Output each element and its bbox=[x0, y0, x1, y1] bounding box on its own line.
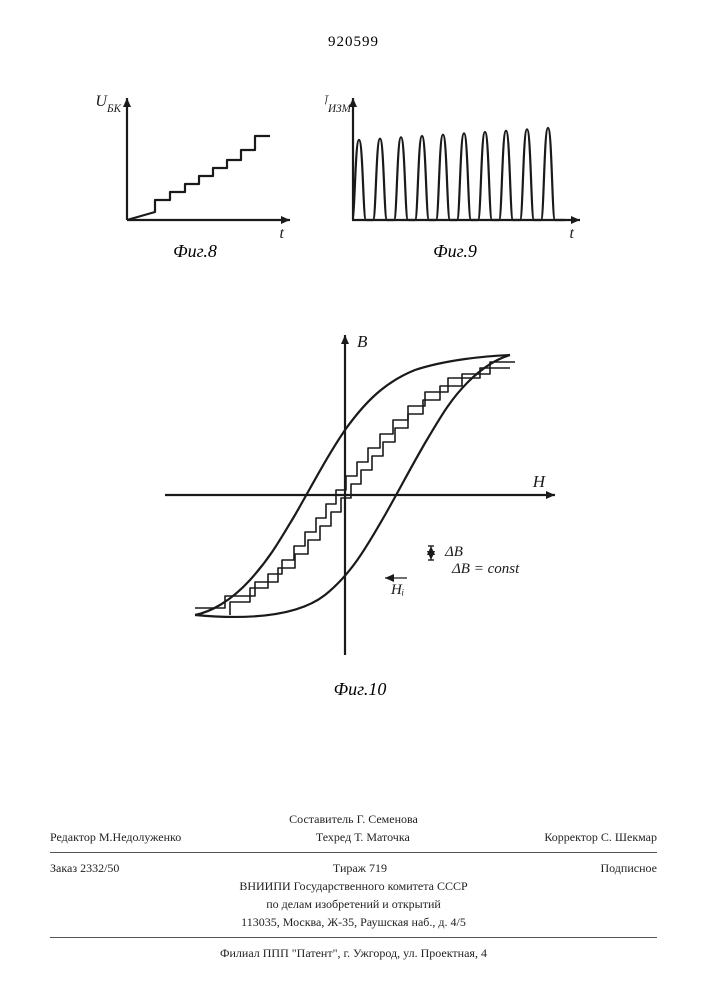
fig9-svg: UИЗМ t bbox=[325, 90, 585, 240]
tirage-number: 719 bbox=[369, 861, 387, 875]
corrector-label: Корректор bbox=[544, 830, 598, 844]
imprint-footer: Составитель Г. Семенова Редактор М.Недол… bbox=[50, 810, 657, 962]
svg-text:t: t bbox=[570, 225, 575, 240]
svg-text:B: B bbox=[357, 332, 368, 351]
patent-figure-page: 920599 UБК t Фиг.8 UИЗМ t Фиг.9 B H ΔBΔB = c… bbox=[0, 0, 707, 1000]
svg-text:t: t bbox=[280, 225, 285, 240]
techred-name: Т. Маточка bbox=[354, 830, 410, 844]
editor-name: М.Недолуженко bbox=[99, 830, 181, 844]
document-number: 920599 bbox=[0, 34, 707, 51]
compiler-name: Г. Семенова bbox=[357, 812, 418, 826]
svg-text:ΔB: ΔB bbox=[444, 544, 463, 560]
order-label: Заказ bbox=[50, 861, 77, 875]
divider bbox=[50, 852, 657, 853]
svg-text:UБК: UБК bbox=[95, 93, 121, 115]
fig8-caption: Фиг.8 bbox=[95, 241, 295, 262]
subscript-label: Подписное bbox=[600, 859, 657, 877]
svg-text:H: H bbox=[532, 472, 547, 491]
org-line-1: ВНИИПИ Государственного комитета СССР bbox=[50, 877, 657, 895]
svg-text:UИЗМ: UИЗМ bbox=[325, 93, 352, 115]
compiler-label: Составитель bbox=[289, 812, 353, 826]
address-line: 113035, Москва, Ж-35, Раушская наб., д. … bbox=[50, 913, 657, 931]
fig9-caption: Фиг.9 bbox=[325, 241, 585, 262]
figure-8: UБК t Фиг.8 bbox=[95, 90, 295, 262]
org-line-2: по делам изобретений и открытий bbox=[50, 895, 657, 913]
tirage-label: Тираж bbox=[333, 861, 366, 875]
divider bbox=[50, 937, 657, 938]
order-number: 2332/50 bbox=[80, 861, 119, 875]
figure-10: B H ΔBΔB = const Hᵢ Фиг.10 bbox=[150, 320, 570, 700]
fig8-svg: UБК t bbox=[95, 90, 295, 240]
fig10-svg: B H ΔBΔB = const Hᵢ bbox=[150, 320, 570, 680]
svg-text:Hᵢ: Hᵢ bbox=[390, 582, 404, 598]
branch-line: Филиал ППП "Патент", г. Ужгород, ул. Про… bbox=[50, 944, 657, 962]
editor-label: Редактор bbox=[50, 830, 96, 844]
fig10-caption: Фиг.10 bbox=[150, 679, 570, 700]
techred-label: Техред bbox=[316, 830, 351, 844]
figure-9: UИЗМ t Фиг.9 bbox=[325, 90, 585, 262]
svg-text:ΔB = const: ΔB = const bbox=[451, 561, 520, 577]
corrector-name: С. Шекмар bbox=[601, 830, 657, 844]
